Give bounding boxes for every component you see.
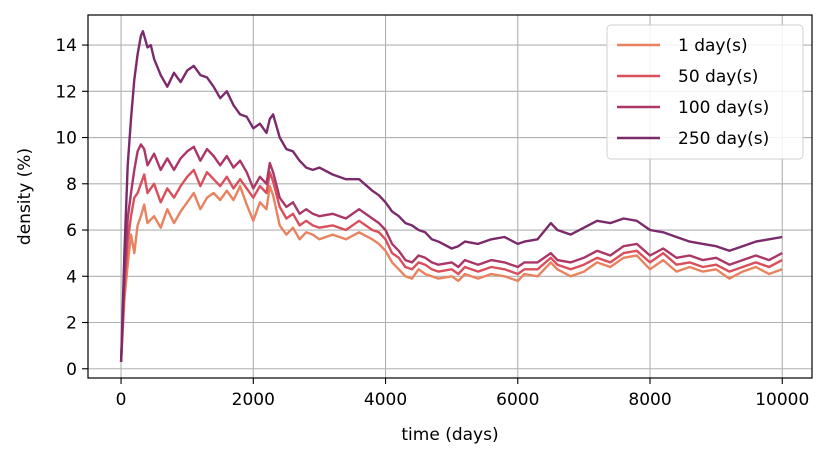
y-tick-label: 2 [66,314,77,334]
series-line-1 [119,168,783,362]
x-axis-title: time (days) [401,425,498,445]
x-axis-ticks: 0 2000 4000 6000 8000 10000 [116,378,809,410]
legend-label: 250 day(s) [678,129,769,149]
x-tick-label: 2000 [232,390,275,410]
axes-frame [87,14,813,379]
y-tick-label: 8 [66,175,77,195]
legend-label: 50 day(s) [678,67,758,87]
y-axis-ticks: 0 2 4 6 8 10 12 14 [55,36,88,380]
series-line-0 [119,184,783,362]
x-tick-label: 0 [116,390,127,410]
legend-label: 1 day(s) [678,36,748,56]
x-tick-label: 6000 [496,390,539,410]
series-lines [119,30,783,362]
y-tick-label: 14 [55,36,77,56]
y-tick-label: 6 [66,221,77,241]
y-tick-label: 4 [66,267,77,287]
series-line-2 [119,143,783,362]
y-axis-title: density (%) [15,148,35,245]
x-tick-label: 4000 [364,390,407,410]
x-tick-label: 8000 [628,390,671,410]
legend-label: 100 day(s) [678,98,769,118]
grid [88,15,812,378]
x-tick-label: 10000 [755,390,809,410]
y-tick-label: 10 [55,129,77,149]
legend: 1 day(s) 50 day(s) 100 day(s) 250 day(s) [606,24,804,160]
series-line-3 [119,30,783,362]
y-tick-label: 12 [55,82,77,102]
legend-box [606,24,804,160]
y-tick-label: 0 [66,360,77,380]
